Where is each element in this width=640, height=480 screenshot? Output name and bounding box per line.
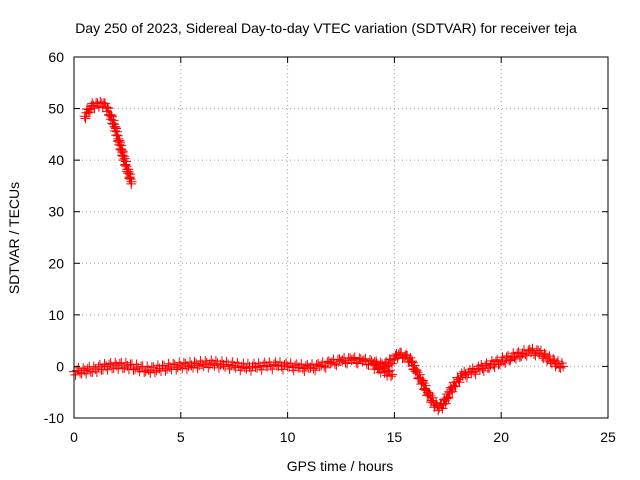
series-sdtvar-arc-3 (368, 358, 398, 382)
y-tick-label: 60 (48, 49, 64, 65)
data-point-band (535, 345, 552, 366)
y-axis-label: SDTVAR / TECUs (6, 182, 22, 294)
data-point-band (508, 347, 527, 364)
data-point-band (273, 357, 292, 375)
data-point-band (382, 365, 396, 382)
y-tick-label: 40 (48, 152, 64, 168)
data-point-band (80, 104, 94, 124)
data-point-band (390, 349, 403, 364)
data-point-band (435, 398, 448, 414)
data-point-band (113, 357, 131, 374)
data-point-band (209, 356, 227, 373)
data-point-band (91, 359, 110, 377)
data-point-band (337, 352, 356, 369)
data-point-band (284, 358, 302, 376)
series-sdtvar-arc-1 (79, 96, 137, 189)
x-tick-label: 5 (177, 429, 185, 445)
y-tick-label: 10 (48, 307, 64, 323)
data-point-band (105, 110, 120, 130)
y-tick-label: 0 (56, 358, 64, 374)
x-tick-label: 25 (600, 429, 616, 445)
data-point-band (122, 164, 137, 189)
data-point-band (467, 361, 484, 380)
data-point-band (452, 368, 467, 388)
data-point-band (294, 359, 313, 376)
data-point-band (395, 347, 409, 364)
data-point-band (375, 362, 390, 378)
data-point-band (497, 350, 516, 368)
x-tick-label: 10 (280, 429, 296, 445)
x-axis-ticks: 0 5 10 15 20 25 (70, 57, 616, 445)
data-point-band (93, 96, 106, 112)
x-axis-label: GPS time / hours (287, 458, 394, 474)
data-point-band (379, 354, 399, 372)
data-point-band (134, 361, 153, 377)
y-tick-label: 30 (48, 204, 64, 220)
data-point-band (145, 360, 163, 378)
data-point-band (553, 356, 567, 373)
data-point-band (411, 365, 427, 390)
data-point-band (85, 98, 98, 117)
chart-title: Day 250 of 2023, Sidereal Day-to-day VTE… (75, 20, 577, 36)
data-point-band (445, 377, 461, 397)
data-points (69, 96, 569, 416)
x-tick-label: 20 (493, 429, 509, 445)
y-tick-label: 50 (48, 101, 64, 117)
data-point-band (476, 358, 495, 376)
data-point-band (326, 354, 345, 371)
plot-frame (73, 56, 609, 419)
data-point-band (401, 349, 416, 368)
data-point-band (89, 97, 102, 114)
data-point-band (123, 359, 142, 375)
data-point-band (486, 354, 505, 372)
data-point (368, 359, 379, 370)
data-point-band (544, 351, 561, 372)
data-point-band (102, 357, 121, 375)
x-tick-label: 15 (387, 429, 403, 445)
series-sdtvar-arc-2 (69, 343, 569, 416)
data-point-band (220, 356, 238, 374)
data-point-band (459, 364, 475, 383)
data-point-band (369, 358, 384, 375)
data-point-band (114, 135, 128, 161)
y-tick-label: -10 (44, 410, 64, 426)
data-point-band (198, 355, 217, 373)
data-point-band (519, 344, 535, 361)
y-tick-label: 20 (48, 255, 64, 271)
x-tick-label: 0 (70, 429, 78, 445)
data-point-band (305, 359, 324, 376)
y-axis-ticks: -10 0 10 20 30 40 50 60 (44, 49, 608, 426)
